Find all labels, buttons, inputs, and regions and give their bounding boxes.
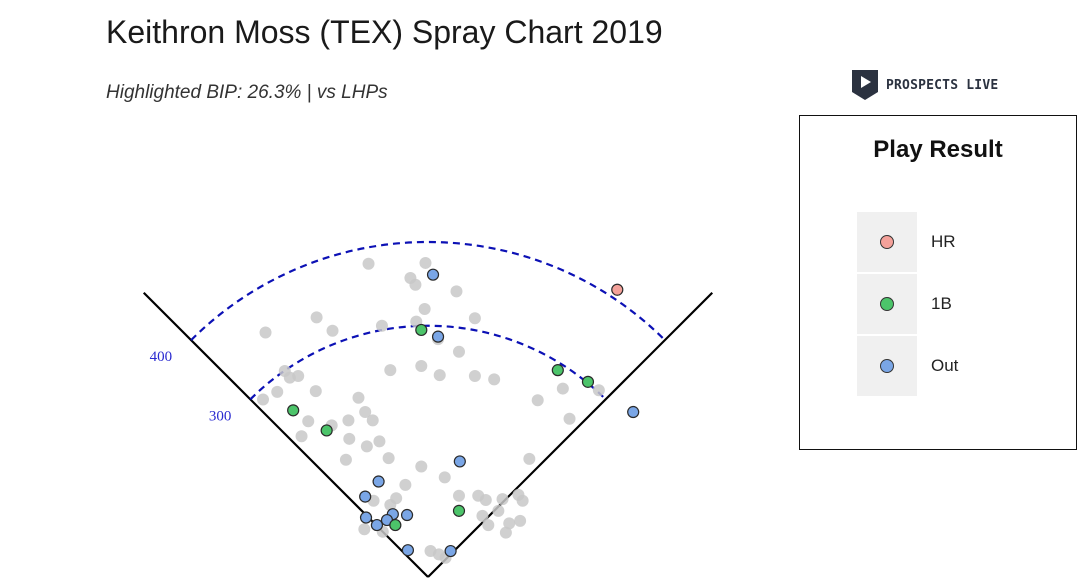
legend: Play Result HR 1B Out [799, 115, 1077, 450]
point-other-21 [309, 385, 322, 398]
point-other-23 [359, 406, 372, 419]
point-1b-3 [551, 364, 564, 377]
point-other-35 [592, 384, 605, 397]
legend-label-out: Out [931, 356, 959, 375]
legend-dot-hr [880, 235, 894, 249]
point-other-41 [399, 478, 412, 491]
legend-key [857, 212, 917, 272]
point-other-44 [479, 493, 492, 506]
point-out-0 [426, 268, 440, 281]
point-other-52 [482, 519, 495, 532]
point-other-50 [516, 494, 529, 507]
point-other-15 [415, 359, 428, 372]
point-other-56 [358, 523, 371, 536]
point-other-12 [418, 303, 431, 315]
point-other-49 [514, 514, 527, 527]
point-1b-5 [452, 504, 466, 517]
point-other-3 [409, 278, 422, 291]
point-1b-4 [581, 375, 595, 388]
distance-arc-400 [190, 240, 666, 341]
legend-key [857, 274, 917, 334]
point-other-30 [339, 453, 352, 466]
point-other-27 [343, 432, 356, 445]
point-1b-6 [389, 518, 402, 532]
point-other-47 [492, 504, 505, 517]
legend-label-hr: HR [931, 232, 956, 251]
point-other-16 [433, 369, 446, 382]
point-other-29 [373, 435, 386, 448]
point-other-53 [499, 526, 512, 539]
distance-arc-300 [249, 324, 607, 401]
point-out-1 [431, 330, 445, 343]
point-other-31 [302, 415, 315, 428]
point-other-39 [415, 460, 428, 473]
legend-item-out: Out [800, 336, 1076, 396]
point-other-55 [384, 498, 397, 511]
point-other-25 [342, 414, 355, 427]
point-other-33 [257, 393, 270, 406]
point-1b-0 [415, 323, 428, 337]
point-other-45 [496, 493, 509, 506]
chart-title: Keithron Moss (TEX) Spray Chart 2019 [106, 14, 663, 50]
point-out-4 [372, 475, 385, 488]
point-other-8 [468, 312, 481, 325]
point-1b-1 [287, 404, 300, 417]
distance-label-300: 300 [209, 408, 232, 424]
point-other-4 [450, 285, 463, 298]
point-other-24 [366, 414, 379, 427]
point-other-19 [283, 371, 296, 384]
point-hr-0 [611, 283, 624, 296]
point-other-32 [295, 430, 308, 443]
point-other-64 [382, 452, 395, 465]
logo-text: PROSPECTS LIVE [886, 77, 999, 93]
point-other-13 [452, 345, 465, 358]
point-other-38 [488, 373, 501, 386]
point-other-14 [384, 364, 397, 377]
point-other-37 [468, 370, 481, 382]
foul-line-right [427, 291, 714, 578]
point-out-6 [370, 518, 384, 532]
legend-title: Play Result [873, 136, 1003, 163]
point-out-7 [359, 511, 373, 524]
point-other-5 [310, 311, 323, 324]
legend-dot-1b [880, 297, 894, 311]
point-other-36 [531, 394, 544, 407]
chart-subtitle: Highlighted BIP: 26.3% | vs LHPs [106, 82, 388, 103]
point-1b-2 [320, 424, 333, 437]
point-other-6 [375, 319, 388, 332]
point-out-2 [453, 455, 466, 468]
point-other-34 [556, 382, 569, 395]
point-other-28 [360, 440, 373, 453]
point-other-20 [271, 385, 284, 398]
point-other-48 [503, 517, 516, 530]
play-icon [852, 70, 878, 100]
point-other-9 [259, 326, 272, 339]
point-other-61 [523, 452, 536, 465]
point-other-22 [352, 391, 365, 404]
distance-label-400: 400 [150, 349, 173, 365]
legend-label-1b: 1B [931, 294, 952, 313]
point-other-40 [438, 471, 451, 484]
point-other-0 [362, 257, 375, 270]
prospects-live-logo: PROSPECTS LIVE [852, 70, 998, 100]
legend-key [857, 336, 917, 396]
point-out-3 [627, 405, 640, 419]
legend-item-1b: 1B [800, 274, 1076, 334]
legend-dot-out [880, 359, 894, 373]
point-out-10 [400, 508, 414, 522]
point-other-10 [326, 324, 339, 337]
point-out-12 [444, 544, 457, 558]
point-out-11 [401, 544, 414, 557]
point-other-51 [476, 509, 489, 522]
point-other-42 [452, 489, 465, 502]
point-other-1 [419, 256, 432, 269]
point-other-62 [563, 412, 576, 425]
legend-item-hr: HR [800, 212, 1076, 272]
point-out-5 [359, 490, 372, 503]
